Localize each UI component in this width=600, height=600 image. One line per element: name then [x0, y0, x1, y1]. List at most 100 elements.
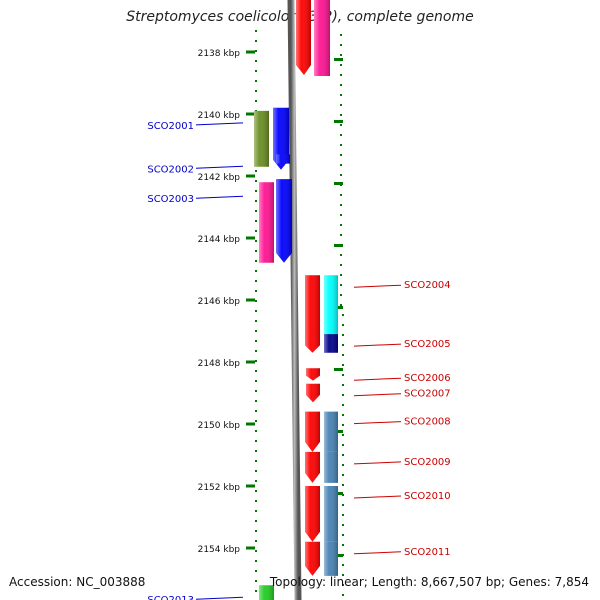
gene-shade	[305, 334, 320, 353]
upstream-features	[296, 0, 330, 76]
accession-text: Accession: NC_003888	[9, 575, 146, 589]
kbp-tick-right	[334, 120, 343, 123]
genome-summary: Topology: linear; Length: 8,667,507 bp; …	[269, 575, 589, 589]
gene-label-sco2002: SCO2002	[147, 164, 194, 175]
guide-dot	[255, 270, 257, 272]
kbp-tick-left	[246, 422, 255, 426]
label-leader	[353, 343, 402, 347]
guide-dot	[340, 84, 342, 86]
guide-dot	[340, 304, 342, 306]
guide-dot	[255, 330, 257, 332]
guide-dot	[255, 170, 257, 172]
gene-shade	[259, 182, 274, 263]
guide-dot	[342, 394, 344, 396]
gene-label-sco2005: SCO2005	[404, 339, 451, 350]
guide-dot	[255, 430, 257, 432]
guide-dot	[342, 524, 344, 526]
guide-dot	[342, 384, 344, 386]
guide-dot	[255, 530, 257, 532]
label-leader	[195, 165, 244, 169]
guide-dot	[342, 594, 344, 596]
kbp-tick-left	[246, 484, 255, 488]
kbp-tick-left	[246, 236, 255, 240]
guide-dot	[255, 560, 257, 562]
upstream-feature-shade	[314, 0, 330, 76]
guide-dot	[255, 200, 257, 202]
kbp-tick-label: 2152 kbp	[198, 483, 241, 493]
guide-dot	[255, 60, 257, 62]
guide-dot	[255, 550, 257, 552]
guide-dot	[342, 424, 344, 426]
guide-dot	[255, 450, 257, 452]
guide-dot	[340, 54, 342, 56]
label-leader	[353, 551, 402, 555]
guide-dot	[340, 44, 342, 46]
gene-label-sco2001: SCO2001	[147, 121, 194, 132]
guide-dot	[255, 370, 257, 372]
gene-shade	[305, 541, 320, 576]
gene-shade	[324, 275, 338, 347]
kbp-tick-right	[334, 244, 343, 247]
guide-dot	[255, 180, 257, 182]
guide-dot	[255, 380, 257, 382]
guide-dot	[255, 400, 257, 402]
guide-dot	[340, 294, 342, 296]
guide-dot	[340, 264, 342, 266]
guide-dot	[342, 574, 344, 576]
guide-dot	[255, 320, 257, 322]
guide-dot	[340, 194, 342, 196]
strand-guide-dots	[255, 30, 344, 596]
gene-labels: SCO2001 SCO2002 SCO2003 SCO2013 SCO2004 SCO20…	[147, 121, 450, 600]
guide-dot	[340, 164, 342, 166]
guide-dot	[255, 300, 257, 302]
guide-dot	[342, 404, 344, 406]
guide-dot	[340, 34, 342, 36]
kbp-tick-left	[246, 174, 255, 178]
guide-dot	[342, 374, 344, 376]
label-leader	[353, 461, 402, 465]
guide-dot	[340, 274, 342, 276]
label-leader	[353, 393, 402, 397]
guide-dot	[255, 70, 257, 72]
guide-dot	[255, 220, 257, 222]
gene-shade	[254, 110, 269, 167]
guide-dot	[255, 210, 257, 212]
gene-shade	[305, 486, 320, 542]
kbp-tick-right	[334, 368, 343, 371]
gene-shade	[306, 383, 320, 403]
gene-shade	[276, 179, 292, 263]
gene-label-sco2008: SCO2008	[404, 417, 451, 428]
guide-dot	[255, 80, 257, 82]
guide-dot	[342, 484, 344, 486]
kbp-tick-left	[246, 360, 255, 364]
kbp-tick-right	[334, 430, 343, 433]
guide-dot	[342, 454, 344, 456]
guide-dot	[255, 440, 257, 442]
gene-label-sco2006: SCO2006	[404, 373, 451, 384]
guide-dot	[340, 284, 342, 286]
guide-dot	[255, 460, 257, 462]
gene-shade	[324, 334, 338, 353]
guide-dot	[340, 214, 342, 216]
guide-dot	[342, 464, 344, 466]
gene-shade	[324, 541, 338, 576]
guide-dot	[340, 64, 342, 66]
gene-label-sco2007: SCO2007	[404, 389, 451, 400]
guide-dot	[342, 414, 344, 416]
kbp-tick-label: 2138 kbp	[198, 49, 241, 59]
guide-dot	[255, 520, 257, 522]
guide-dot	[255, 230, 257, 232]
guide-dot	[342, 564, 344, 566]
guide-dot	[255, 350, 257, 352]
guide-dot	[255, 590, 257, 592]
guide-dot	[342, 314, 344, 316]
gene-label-sco2010: SCO2010	[404, 491, 451, 502]
guide-dot	[340, 174, 342, 176]
label-leader	[195, 195, 244, 199]
guide-dot	[255, 510, 257, 512]
guide-dot	[342, 324, 344, 326]
guide-dot	[255, 470, 257, 472]
upstream-feature-shade	[296, 0, 311, 75]
kbp-tick-left	[246, 112, 255, 116]
gene-shade	[305, 275, 320, 347]
